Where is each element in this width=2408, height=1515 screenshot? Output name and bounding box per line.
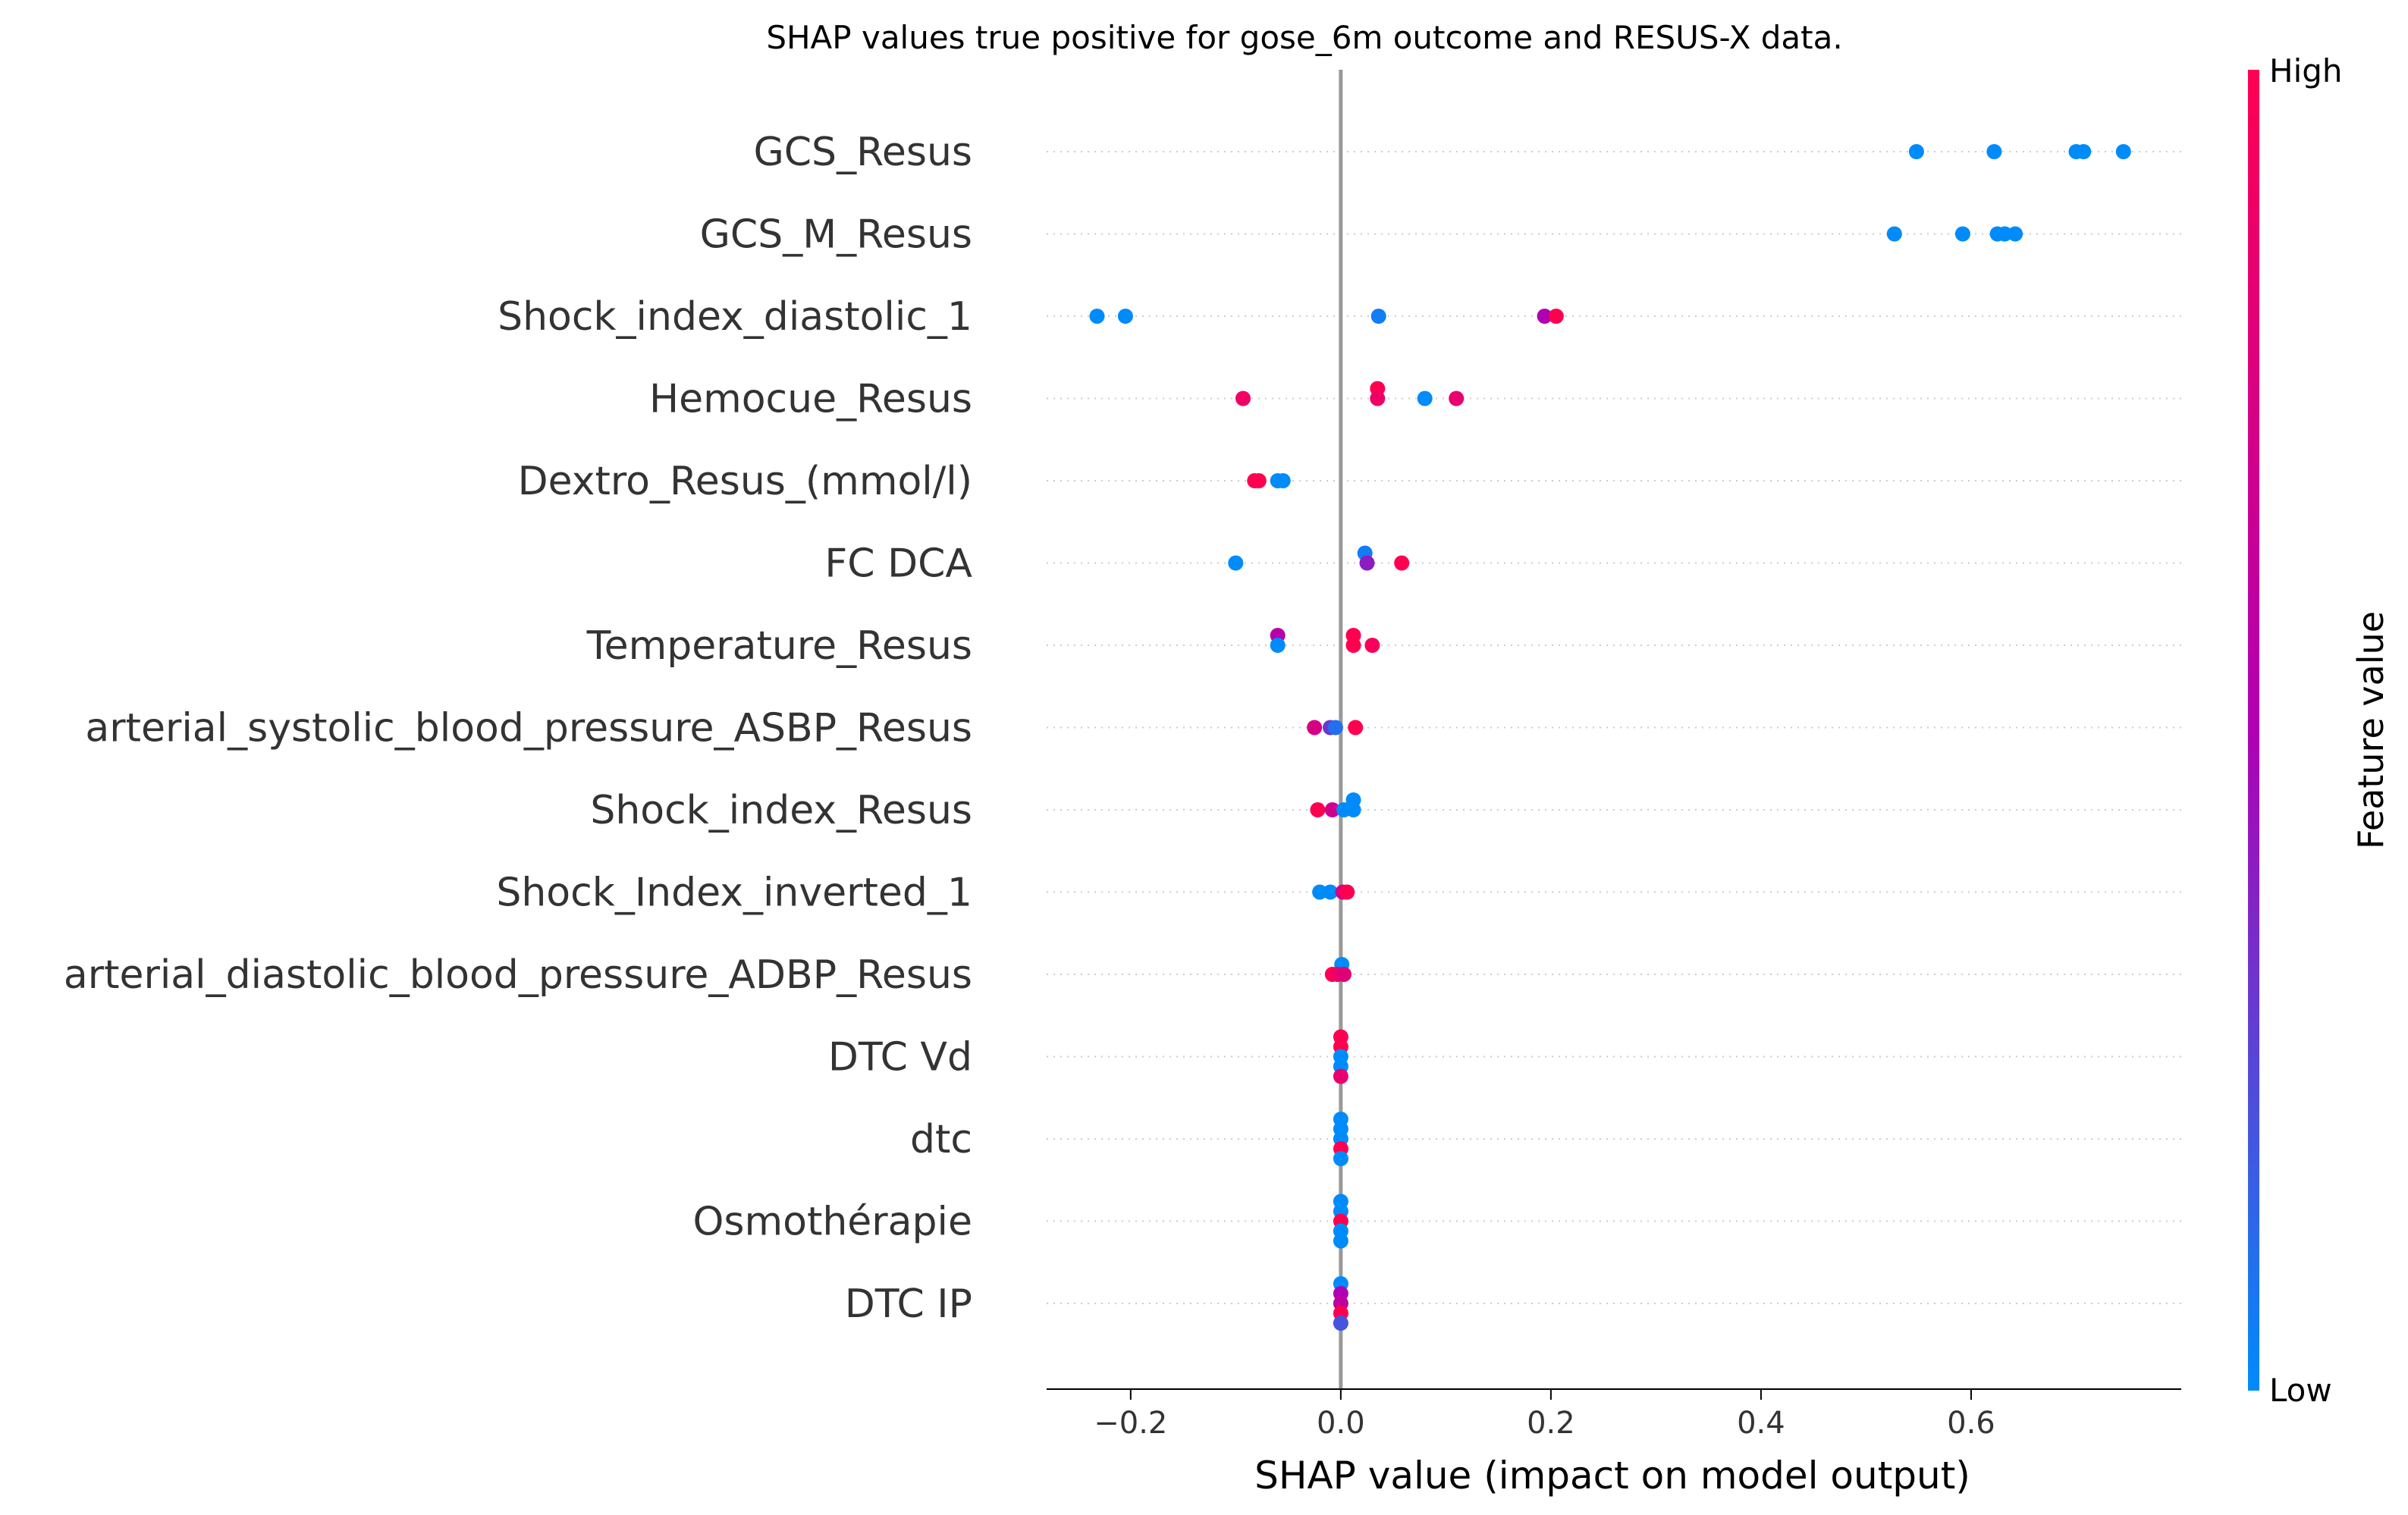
feature-label: Dextro_Resus_(mmol/l) (518, 459, 972, 504)
shap-point (1307, 720, 1323, 736)
feature-label: GCS_Resus (753, 130, 972, 175)
feature-label: DTC IP (845, 1281, 972, 1327)
shap-point (1270, 638, 1286, 653)
shap-point (1370, 391, 1386, 406)
shap-point (2115, 144, 2131, 159)
shap-point (1333, 1233, 1348, 1249)
shap-point (1117, 309, 1133, 324)
x-tick-label: 0.4 (1737, 1406, 1785, 1441)
shap-point (1997, 226, 2013, 242)
grid-lines (1047, 151, 2181, 1304)
shap-point (1394, 555, 1410, 571)
feature-label: Osmothérapie (692, 1200, 972, 1245)
shap-point (1986, 144, 2002, 159)
shap-point (2076, 144, 2092, 159)
shap-point (1324, 802, 1340, 817)
x-axis-ticks: −0.2 0.0 0.2 0.4 0.6 (1094, 1389, 1995, 1441)
feature-label: FC DCA (824, 541, 972, 587)
x-tick-label: 0.2 (1527, 1406, 1575, 1441)
feature-label: Shock_Index_inverted_1 (496, 870, 972, 916)
feature-label: arterial_diastolic_blood_pressure_ADBP_R… (64, 952, 972, 998)
shap-point (1359, 555, 1375, 571)
shap-point (1333, 1151, 1348, 1166)
shap-point (1333, 1316, 1348, 1331)
shap-point (1327, 720, 1343, 736)
x-tick-label: 0.6 (1947, 1406, 1995, 1441)
feature-labels: GCS_Resus GCS_M_Resus Shock_index_diastoli… (64, 130, 973, 1327)
feature-label: Temperature_Resus (586, 623, 972, 669)
shap-point (1364, 638, 1380, 653)
shap-point (1548, 309, 1564, 324)
colorbar-low-label: Low (2269, 1372, 2332, 1409)
shap-point (1339, 884, 1355, 900)
shap-point (1251, 473, 1267, 488)
shap-point (1348, 720, 1364, 736)
shap-point (1908, 144, 1924, 159)
shap-point (1089, 309, 1105, 324)
x-tick-label: −0.2 (1094, 1406, 1167, 1441)
shap-point (1954, 226, 1970, 242)
shap-point (1228, 555, 1244, 571)
shap-point (1345, 638, 1361, 653)
shap-point (1417, 391, 1433, 406)
shap-point (1345, 802, 1361, 817)
feature-label: GCS_M_Resus (700, 212, 972, 258)
colorbar-high-label: High (2269, 52, 2343, 89)
feature-label: Shock_index_diastolic_1 (498, 294, 972, 340)
colorbar (2248, 70, 2259, 1391)
shap-point (1333, 1068, 1348, 1084)
shap-point (1275, 473, 1291, 488)
colorbar-title: Feature value (2350, 611, 2391, 849)
x-tick-label: 0.0 (1317, 1406, 1365, 1441)
x-axis-label: SHAP value (impact on model output) (1254, 1454, 1970, 1498)
shap-point (1449, 391, 1465, 406)
shap-point (2008, 226, 2023, 242)
feature-label: DTC Vd (828, 1035, 972, 1081)
shap-point (1235, 391, 1251, 406)
shap-point (1370, 309, 1386, 324)
shap-point (1537, 309, 1552, 324)
shap-point (1886, 226, 1902, 242)
feature-label: Shock_index_Resus (590, 788, 972, 833)
shap-point (1310, 802, 1326, 817)
feature-label: dtc (910, 1117, 972, 1162)
shap-point (1336, 967, 1352, 982)
shap-point (1323, 884, 1338, 900)
feature-label: arterial_systolic_blood_pressure_ASBP_Re… (85, 706, 972, 751)
chart-title: SHAP values true positive for gose_6m ou… (766, 19, 1842, 56)
feature-label: Hemocue_Resus (649, 377, 972, 422)
shap-point (1312, 884, 1328, 900)
shap-points (1089, 144, 2131, 1331)
